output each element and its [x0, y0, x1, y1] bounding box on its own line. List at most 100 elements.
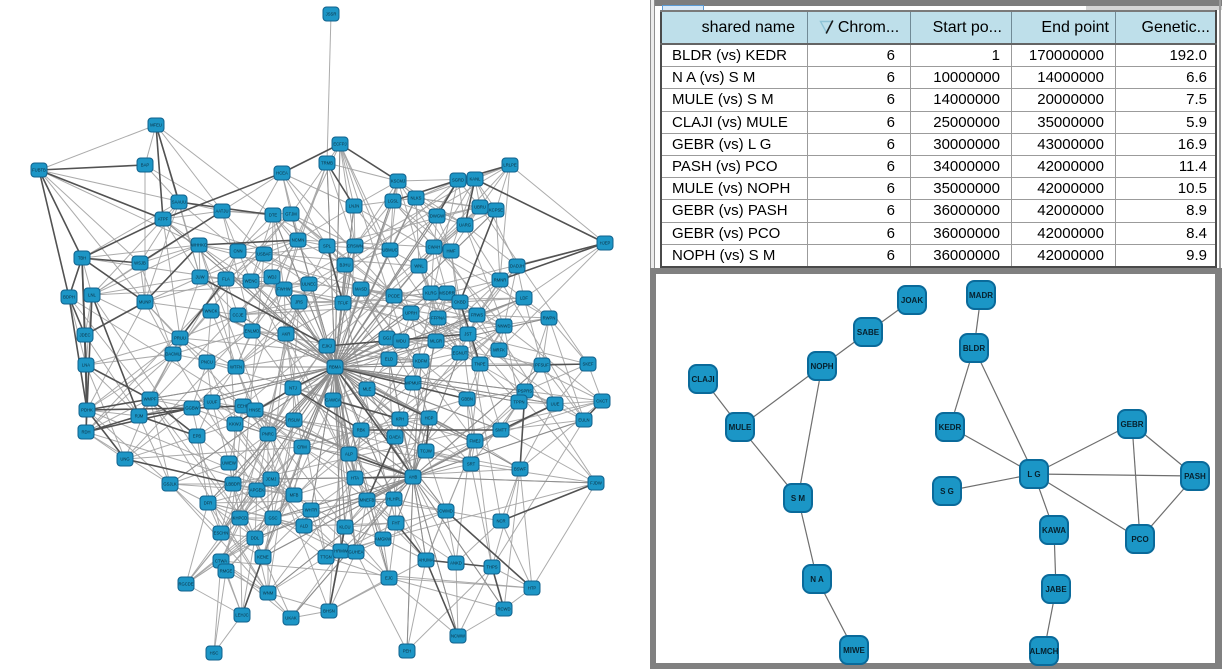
svg-text:TCJW: TCJW — [420, 449, 432, 454]
svg-text:TFUF: TFUF — [338, 301, 349, 306]
svg-text:CKBD: CKBD — [454, 300, 466, 305]
svg-text:AATJU: AATJU — [216, 209, 229, 214]
svg-text:PSPRS: PSPRS — [518, 389, 532, 394]
svg-text:CCJE: CCJE — [233, 313, 244, 318]
svg-text:TTGN: TTGN — [320, 555, 331, 560]
svg-text:FLA: FLA — [222, 277, 230, 282]
svg-text:DAEA: DAEA — [389, 435, 401, 440]
svg-text:RBMA: RBMA — [329, 365, 341, 370]
svg-text:ELD: ELD — [385, 357, 393, 362]
svg-text:GSJLK: GSJLK — [163, 482, 176, 487]
svg-text:UPRH: UPRH — [405, 311, 417, 316]
svg-text:SABE: SABE — [857, 328, 880, 337]
svg-text:CWMD: CWMD — [439, 509, 453, 514]
svg-text:ALP: ALP — [345, 452, 353, 457]
svg-text:RSLW: RSLW — [288, 418, 300, 423]
svg-text:RWPN: RWPN — [543, 316, 556, 321]
svg-text:PDHK: PDHK — [81, 408, 93, 413]
svg-text:UUE: UUE — [551, 402, 560, 407]
svg-text:HRMW: HRMW — [334, 549, 348, 554]
svg-text:NLKS: NLKS — [411, 196, 422, 201]
svg-text:PFSUF: PFSUF — [535, 363, 549, 368]
svg-text:EJKJ: EJKJ — [322, 344, 332, 349]
svg-text:ULNEC: ULNEC — [302, 282, 316, 287]
svg-text:RMGE: RMGE — [220, 569, 233, 574]
svg-text:LNL: LNL — [88, 293, 96, 298]
svg-text:NCR: NCR — [496, 519, 505, 524]
svg-text:MADR: MADR — [969, 291, 993, 300]
svg-text:UBMUC: UBMUC — [382, 248, 397, 253]
svg-text:NTJ: NTJ — [289, 386, 297, 391]
svg-text:JCMJ: JCMJ — [266, 477, 277, 482]
svg-text:KENE: KENE — [257, 555, 269, 560]
svg-text:NOPH: NOPH — [810, 362, 833, 371]
svg-text:JRS: JRS — [295, 300, 303, 305]
svg-text:MFB: MFB — [290, 493, 299, 498]
svg-text:ANKD: ANKD — [450, 561, 462, 566]
svg-text:RDH: RDH — [81, 430, 90, 435]
svg-text:PEH: PEH — [403, 649, 412, 654]
svg-text:S G: S G — [940, 487, 954, 496]
svg-text:GTJM: GTJM — [285, 212, 297, 217]
svg-text:LBBDR: LBBDR — [226, 482, 240, 487]
svg-text:SMTT: SMTT — [495, 428, 507, 433]
svg-text:LNJN: LNJN — [349, 204, 359, 209]
svg-text:KANL: KANL — [470, 177, 482, 182]
svg-text:KLRG: KLRG — [425, 291, 436, 296]
svg-text:MLE: MLE — [363, 387, 372, 392]
svg-text:NCWW: NCWW — [451, 634, 465, 639]
svg-text:HTA: HTA — [351, 476, 359, 481]
svg-text:MASD: MASD — [355, 287, 367, 292]
svg-text:HTP: HTP — [528, 586, 537, 591]
svg-text:CNN: CNN — [233, 249, 242, 254]
svg-text:AHB: AHB — [409, 475, 418, 480]
svg-text:WDJ: WDJ — [267, 275, 276, 280]
svg-text:WNM: WNM — [263, 591, 274, 596]
svg-text:NCMN: NCMN — [292, 238, 305, 243]
svg-text:AHUMA: AHUMA — [418, 558, 433, 563]
svg-text:RCWD: RCWD — [497, 607, 510, 612]
svg-text:USBAF: USBAF — [257, 252, 271, 257]
svg-text:KAWA: KAWA — [1042, 526, 1066, 535]
svg-text:AMGKW: AMGKW — [375, 537, 391, 542]
svg-text:BAP: BAP — [141, 163, 150, 168]
svg-text:WENC: WENC — [245, 279, 258, 284]
svg-text:HJEP: HJEP — [600, 241, 611, 246]
svg-text:BJHU: BJHU — [340, 263, 351, 268]
svg-text:JSSR: JSSR — [326, 12, 337, 17]
svg-text:PCDE: PCDE — [388, 294, 400, 299]
svg-text:CAWCA: CAWCA — [325, 398, 341, 403]
svg-text:DTE: DTE — [269, 213, 278, 218]
svg-text:S M: S M — [791, 494, 806, 503]
svg-text:UNG: UNG — [120, 457, 129, 462]
svg-text:ALD: ALD — [300, 524, 308, 529]
svg-text:CRM: CRM — [297, 445, 307, 450]
svg-text:FWHW: FWHW — [277, 287, 291, 292]
svg-text:EJC: EJC — [385, 576, 393, 581]
svg-text:LNA: LNA — [82, 363, 90, 368]
svg-text:KSCMJ: KSCMJ — [391, 179, 405, 184]
svg-text:GEBR: GEBR — [1120, 420, 1143, 429]
svg-text:PCO: PCO — [1131, 535, 1148, 544]
svg-text:WHHKC: WHHKC — [191, 243, 207, 248]
svg-text:MLGR: MLGR — [430, 339, 442, 344]
svg-text:GGJ: GGJ — [383, 336, 392, 341]
svg-text:KKWJ: KKWJ — [229, 422, 241, 427]
svg-text:TNPE: TNPE — [474, 362, 485, 367]
svg-text:EEHE: EEHE — [237, 404, 249, 409]
svg-text:MIWE: MIWE — [843, 646, 865, 655]
svg-text:CRSWN: CRSWN — [347, 244, 363, 249]
svg-text:SPL: SPL — [323, 244, 332, 249]
svg-text:L G: L G — [1027, 470, 1040, 479]
svg-text:FFPNA: FFPNA — [431, 316, 445, 321]
svg-text:ENLMD: ENLMD — [245, 329, 260, 334]
svg-text:EGNUT: EGNUT — [453, 351, 468, 356]
svg-text:KDFM: KDFM — [415, 359, 427, 364]
svg-text:MSDRR: MSDRR — [439, 291, 454, 296]
svg-text:SRT: SRT — [467, 462, 476, 467]
svg-text:HMF: HMF — [446, 249, 456, 254]
svg-text:JABE: JABE — [1045, 585, 1067, 594]
svg-text:WDU: WDU — [396, 339, 406, 344]
svg-text:APGEK: APGEK — [250, 488, 265, 493]
svg-text:BLDR: BLDR — [963, 344, 985, 353]
